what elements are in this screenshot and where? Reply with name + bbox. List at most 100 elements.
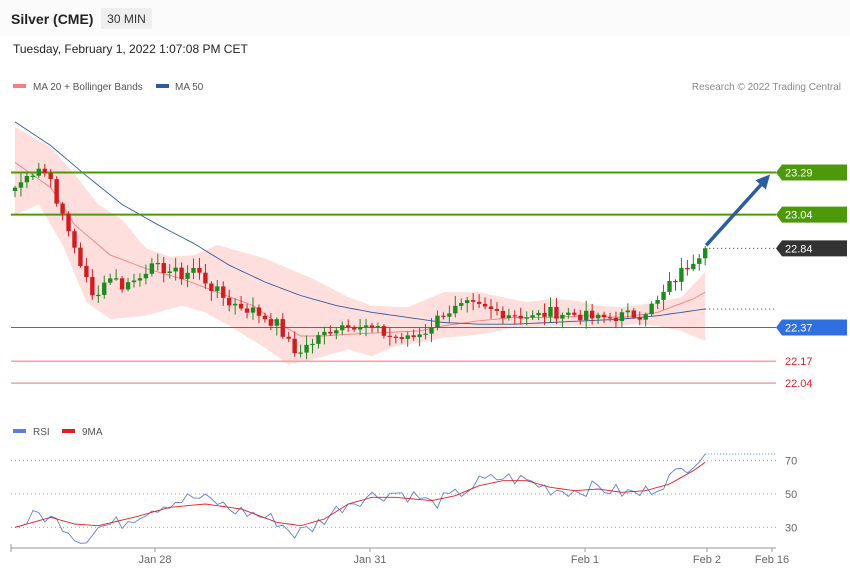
candle-body [179, 267, 184, 279]
candle [518, 307, 523, 325]
pivot-label: 22.37 [785, 323, 813, 335]
candle [96, 285, 101, 304]
candle [24, 173, 30, 189]
candle [161, 257, 166, 283]
rsi-tick-label: 50 [785, 489, 797, 501]
candle-body [613, 317, 619, 321]
interval-label: 30 MIN [107, 12, 146, 26]
candle [137, 273, 143, 287]
candle [595, 312, 601, 324]
candle [274, 317, 279, 336]
candle-body [215, 286, 220, 291]
candle-body [125, 282, 131, 290]
candle-body [578, 314, 583, 321]
candle [697, 254, 702, 271]
candle [155, 253, 160, 271]
candle-body [232, 303, 238, 306]
candle [393, 334, 398, 344]
candle-body [24, 175, 30, 183]
candle-body [589, 310, 595, 319]
resistance-1-label: 23.29 [785, 167, 813, 179]
x-tick-label: Feb 2 [693, 554, 721, 566]
candle [572, 308, 577, 317]
rsi-tick-label: 30 [785, 522, 797, 534]
rsi-line [14, 453, 706, 544]
candle [584, 300, 589, 329]
candle-body [667, 281, 672, 292]
candle [578, 310, 583, 325]
candle [244, 303, 250, 319]
candle-body [298, 352, 303, 354]
resistance-2-tag [776, 206, 847, 223]
target-arrow-shaft [704, 180, 766, 247]
candle-body [447, 313, 452, 317]
candle [524, 311, 529, 326]
candle-body [149, 263, 155, 274]
current-price-tag [776, 240, 847, 257]
ma50-legend-swatch [156, 84, 169, 88]
candle [649, 301, 654, 317]
support-1-label: 22.17 [785, 356, 813, 368]
candle [601, 311, 607, 323]
candle-body [685, 268, 690, 270]
bollinger-band [15, 127, 706, 365]
candle-body [119, 278, 125, 290]
candle [48, 168, 53, 188]
candle [232, 298, 238, 315]
candle-body [322, 331, 327, 336]
candle-body [256, 307, 262, 316]
candle-body [435, 315, 440, 328]
candle-body [399, 337, 404, 339]
candle [631, 308, 636, 320]
interval-badge[interactable] [101, 8, 152, 29]
candle [357, 318, 363, 336]
candle [185, 265, 190, 288]
candle-body [375, 326, 381, 328]
candle-body [476, 301, 482, 304]
candle [387, 327, 393, 346]
candle-body [566, 312, 571, 315]
candle [54, 176, 59, 207]
candle [667, 271, 672, 296]
candle [381, 324, 387, 339]
candle-body [268, 319, 274, 326]
candle [280, 313, 285, 339]
candle [351, 325, 357, 332]
candle [500, 306, 506, 325]
candle [191, 258, 196, 280]
candle [613, 311, 619, 328]
candle-body [679, 268, 684, 282]
candle-body [470, 300, 476, 302]
rsi-legend-swatch [13, 429, 26, 433]
candle [167, 264, 172, 279]
candle [334, 327, 339, 340]
candle-body [102, 282, 107, 295]
candle-body [131, 280, 137, 283]
resistance-2-label: 23.04 [785, 210, 813, 222]
candle [125, 277, 131, 292]
candle [304, 335, 309, 360]
candle [36, 162, 41, 178]
candle-body [595, 314, 601, 319]
candle-body [691, 263, 696, 270]
candle [625, 303, 631, 319]
candle [238, 296, 244, 311]
candle [363, 319, 369, 337]
candle-body [346, 325, 351, 328]
candle-body [429, 327, 434, 334]
candle [399, 333, 404, 344]
candle-body [108, 278, 113, 283]
candle-body [506, 315, 512, 318]
candle [476, 294, 482, 308]
candle-body [137, 278, 143, 281]
candle-body [18, 182, 24, 188]
candle [673, 279, 678, 291]
candle [12, 185, 18, 198]
candle-body [84, 266, 89, 278]
candle [643, 312, 648, 327]
candle [655, 295, 660, 310]
candle [316, 331, 321, 349]
candle-body [536, 312, 541, 316]
candle [619, 308, 625, 328]
